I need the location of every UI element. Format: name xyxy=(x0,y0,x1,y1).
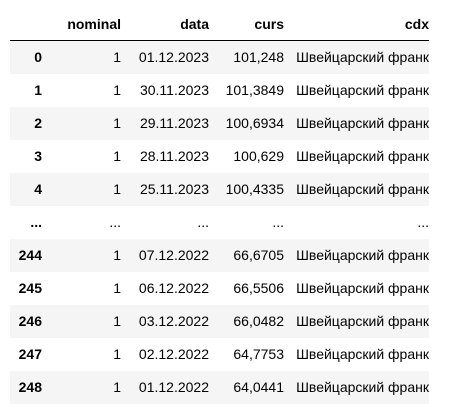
cell-curs: 66,0482 xyxy=(233,313,284,329)
cell-data: 07.12.2022 xyxy=(138,247,209,263)
cell-data: 28.11.2023 xyxy=(139,148,209,164)
cell-nominal: ... xyxy=(109,214,121,230)
header-index xyxy=(10,8,42,41)
table-header: nominal data curs cdx xyxy=(10,8,429,41)
row-index: 245 xyxy=(18,280,42,296)
row-index: 246 xyxy=(18,313,42,329)
cell-nominal: 1 xyxy=(113,247,121,263)
cell-cdx: Швейцарский франк xyxy=(296,346,429,362)
table-row: 246 1 03.12.2022 66,0482 Швейцарский франк xyxy=(10,305,429,338)
cell-nominal: 1 xyxy=(113,82,121,98)
table-row: 1 1 30.11.2023 101,3849 Швейцарский франк xyxy=(10,74,429,107)
cell-data: ... xyxy=(197,214,209,230)
cell-nominal: 1 xyxy=(113,115,121,131)
cell-cdx: Швейцарский франк xyxy=(296,82,429,98)
table-row: 244 1 07.12.2022 66,6705 Швейцарский франк xyxy=(10,239,429,272)
row-index: 4 xyxy=(34,181,42,197)
table-row: 3 1 28.11.2023 100,629 Швейцарский франк xyxy=(10,140,429,173)
cell-cdx: Швейцарский франк xyxy=(296,247,429,263)
cell-cdx: Швейцарский франк xyxy=(296,49,429,65)
ellipsis-row: ............... xyxy=(10,206,429,239)
cell-nominal: 1 xyxy=(113,346,121,362)
cell-data: 02.12.2022 xyxy=(138,346,209,362)
header-cdx: cdx xyxy=(284,8,429,41)
cell-nominal: 1 xyxy=(113,280,121,296)
cell-data: 25.11.2023 xyxy=(139,181,209,197)
cell-curs: 101,248 xyxy=(233,49,284,65)
cell-curs: 66,5506 xyxy=(233,280,284,296)
cell-curs: 100,4335 xyxy=(225,181,284,197)
cell-nominal: 1 xyxy=(113,313,121,329)
cell-data: 01.12.2023 xyxy=(138,49,209,65)
cell-curs: ... xyxy=(272,214,284,230)
cell-cdx: ... xyxy=(417,214,429,230)
cell-curs: 100,6934 xyxy=(225,115,284,131)
cell-cdx: Швейцарский франк xyxy=(296,148,429,164)
row-index: 247 xyxy=(18,346,42,362)
cell-cdx: Швейцарский франк xyxy=(296,115,429,131)
cell-nominal: 1 xyxy=(113,379,121,395)
table-row: 248 1 01.12.2022 64,0441 Швейцарский франк xyxy=(10,371,429,404)
cell-nominal: 1 xyxy=(113,148,121,164)
row-index: 0 xyxy=(34,49,42,65)
table-body: 0 1 01.12.2023 101,248 Швейцарский франк 1 1 30… xyxy=(10,40,429,404)
cell-data: 06.12.2022 xyxy=(138,280,209,296)
cell-curs: 64,0441 xyxy=(233,379,284,395)
row-index: 244 xyxy=(18,247,42,263)
cell-data: 01.12.2022 xyxy=(138,379,209,395)
cell-cdx: Швейцарский франк xyxy=(296,280,429,296)
cell-curs: 64,7753 xyxy=(233,346,284,362)
cell-data: 03.12.2022 xyxy=(138,313,209,329)
row-index: 248 xyxy=(18,379,42,395)
table-row: 0 1 01.12.2023 101,248 Швейцарский франк xyxy=(10,40,429,74)
cell-curs: 101,3849 xyxy=(225,82,284,98)
table-row: 4 1 25.11.2023 100,4335 Швейцарский франк xyxy=(10,173,429,206)
cell-nominal: 1 xyxy=(113,181,121,197)
row-index: 1 xyxy=(34,82,42,98)
header-nominal: nominal xyxy=(42,8,121,41)
cell-data: 29.11.2023 xyxy=(139,115,209,131)
table-row: 2 1 29.11.2023 100,6934 Швейцарский франк xyxy=(10,107,429,140)
cell-cdx: Швейцарский франк xyxy=(296,379,429,395)
header-row: nominal data curs cdx xyxy=(10,8,429,41)
table-row: 247 1 02.12.2022 64,7753 Швейцарский франк xyxy=(10,338,429,371)
row-index: 3 xyxy=(34,148,42,164)
cell-nominal: 1 xyxy=(113,49,121,65)
cell-cdx: Швейцарский франк xyxy=(296,313,429,329)
cell-curs: 66,6705 xyxy=(233,247,284,263)
cell-curs: 100,629 xyxy=(233,148,284,164)
row-index: 2 xyxy=(34,115,42,131)
cell-cdx: Швейцарский франк xyxy=(296,181,429,197)
row-index: ... xyxy=(30,214,42,230)
cell-data: 30.11.2023 xyxy=(139,82,209,98)
header-data: data xyxy=(121,8,209,41)
table-row: 245 1 06.12.2022 66,5506 Швейцарский франк xyxy=(10,272,429,305)
header-curs: curs xyxy=(209,8,284,41)
dataframe-table: nominal data curs cdx 0 1 01.12.2023 101,24… xyxy=(10,8,429,404)
